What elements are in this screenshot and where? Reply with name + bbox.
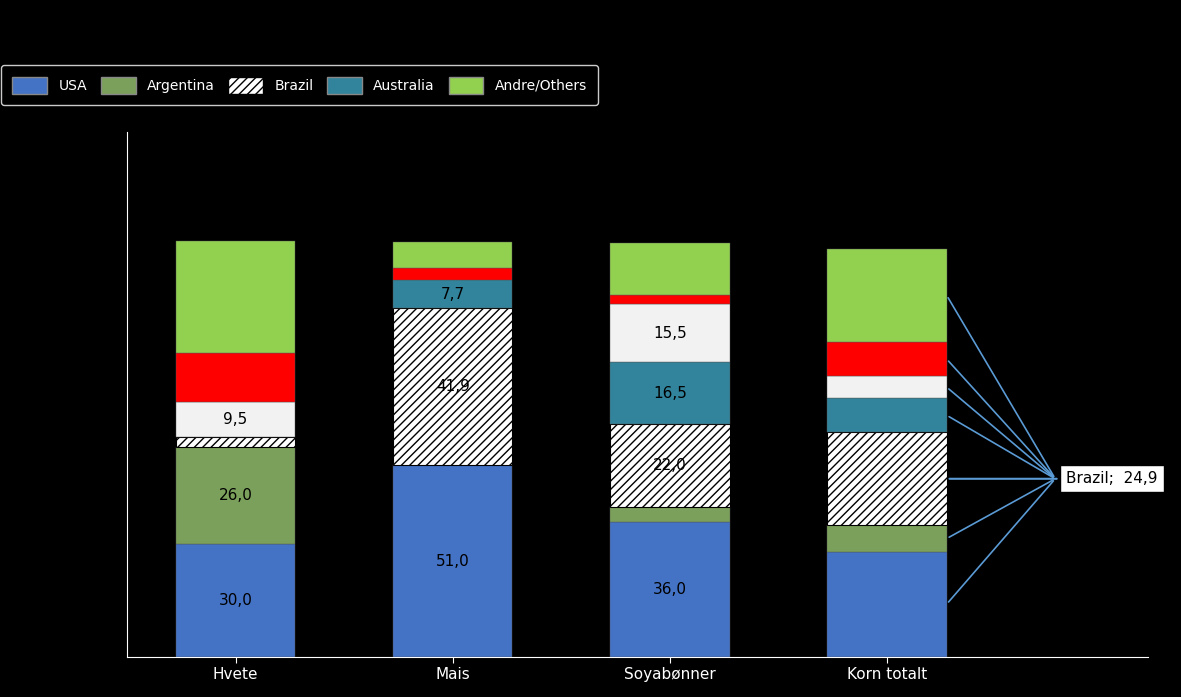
Bar [827,432,947,526]
Bar [393,309,513,466]
Bar [176,447,295,544]
Text: 36,0: 36,0 [653,581,687,597]
Bar [611,295,730,305]
Bar [176,353,295,401]
Bar [827,551,947,657]
Bar [611,521,730,657]
Bar [611,305,730,362]
Text: 22,0: 22,0 [653,458,686,473]
Bar [827,526,947,551]
Bar [827,376,947,399]
Bar [827,342,947,376]
Legend: USA, Argentina, Brazil, Australia, Andre/Others: USA, Argentina, Brazil, Australia, Andre… [1,66,598,105]
Text: 30,0: 30,0 [218,593,253,608]
Text: Brazil;  24,9: Brazil; 24,9 [950,471,1157,487]
Bar [611,362,730,424]
Bar [611,243,730,295]
Text: 9,5: 9,5 [223,412,248,427]
Text: 41,9: 41,9 [436,379,470,395]
Bar [827,399,947,432]
Bar [611,424,730,507]
Bar [176,240,295,353]
Bar [176,401,295,438]
Bar [827,249,947,342]
Bar [393,279,513,309]
Bar [176,544,295,657]
Bar [393,268,513,279]
Text: 51,0: 51,0 [436,553,470,569]
Bar [176,438,295,447]
Text: 16,5: 16,5 [653,386,687,401]
Text: 15,5: 15,5 [653,326,686,341]
Bar [611,507,730,521]
Text: 26,0: 26,0 [218,488,253,503]
Text: 7,7: 7,7 [441,286,465,302]
Bar [393,242,513,268]
Bar [393,466,513,657]
